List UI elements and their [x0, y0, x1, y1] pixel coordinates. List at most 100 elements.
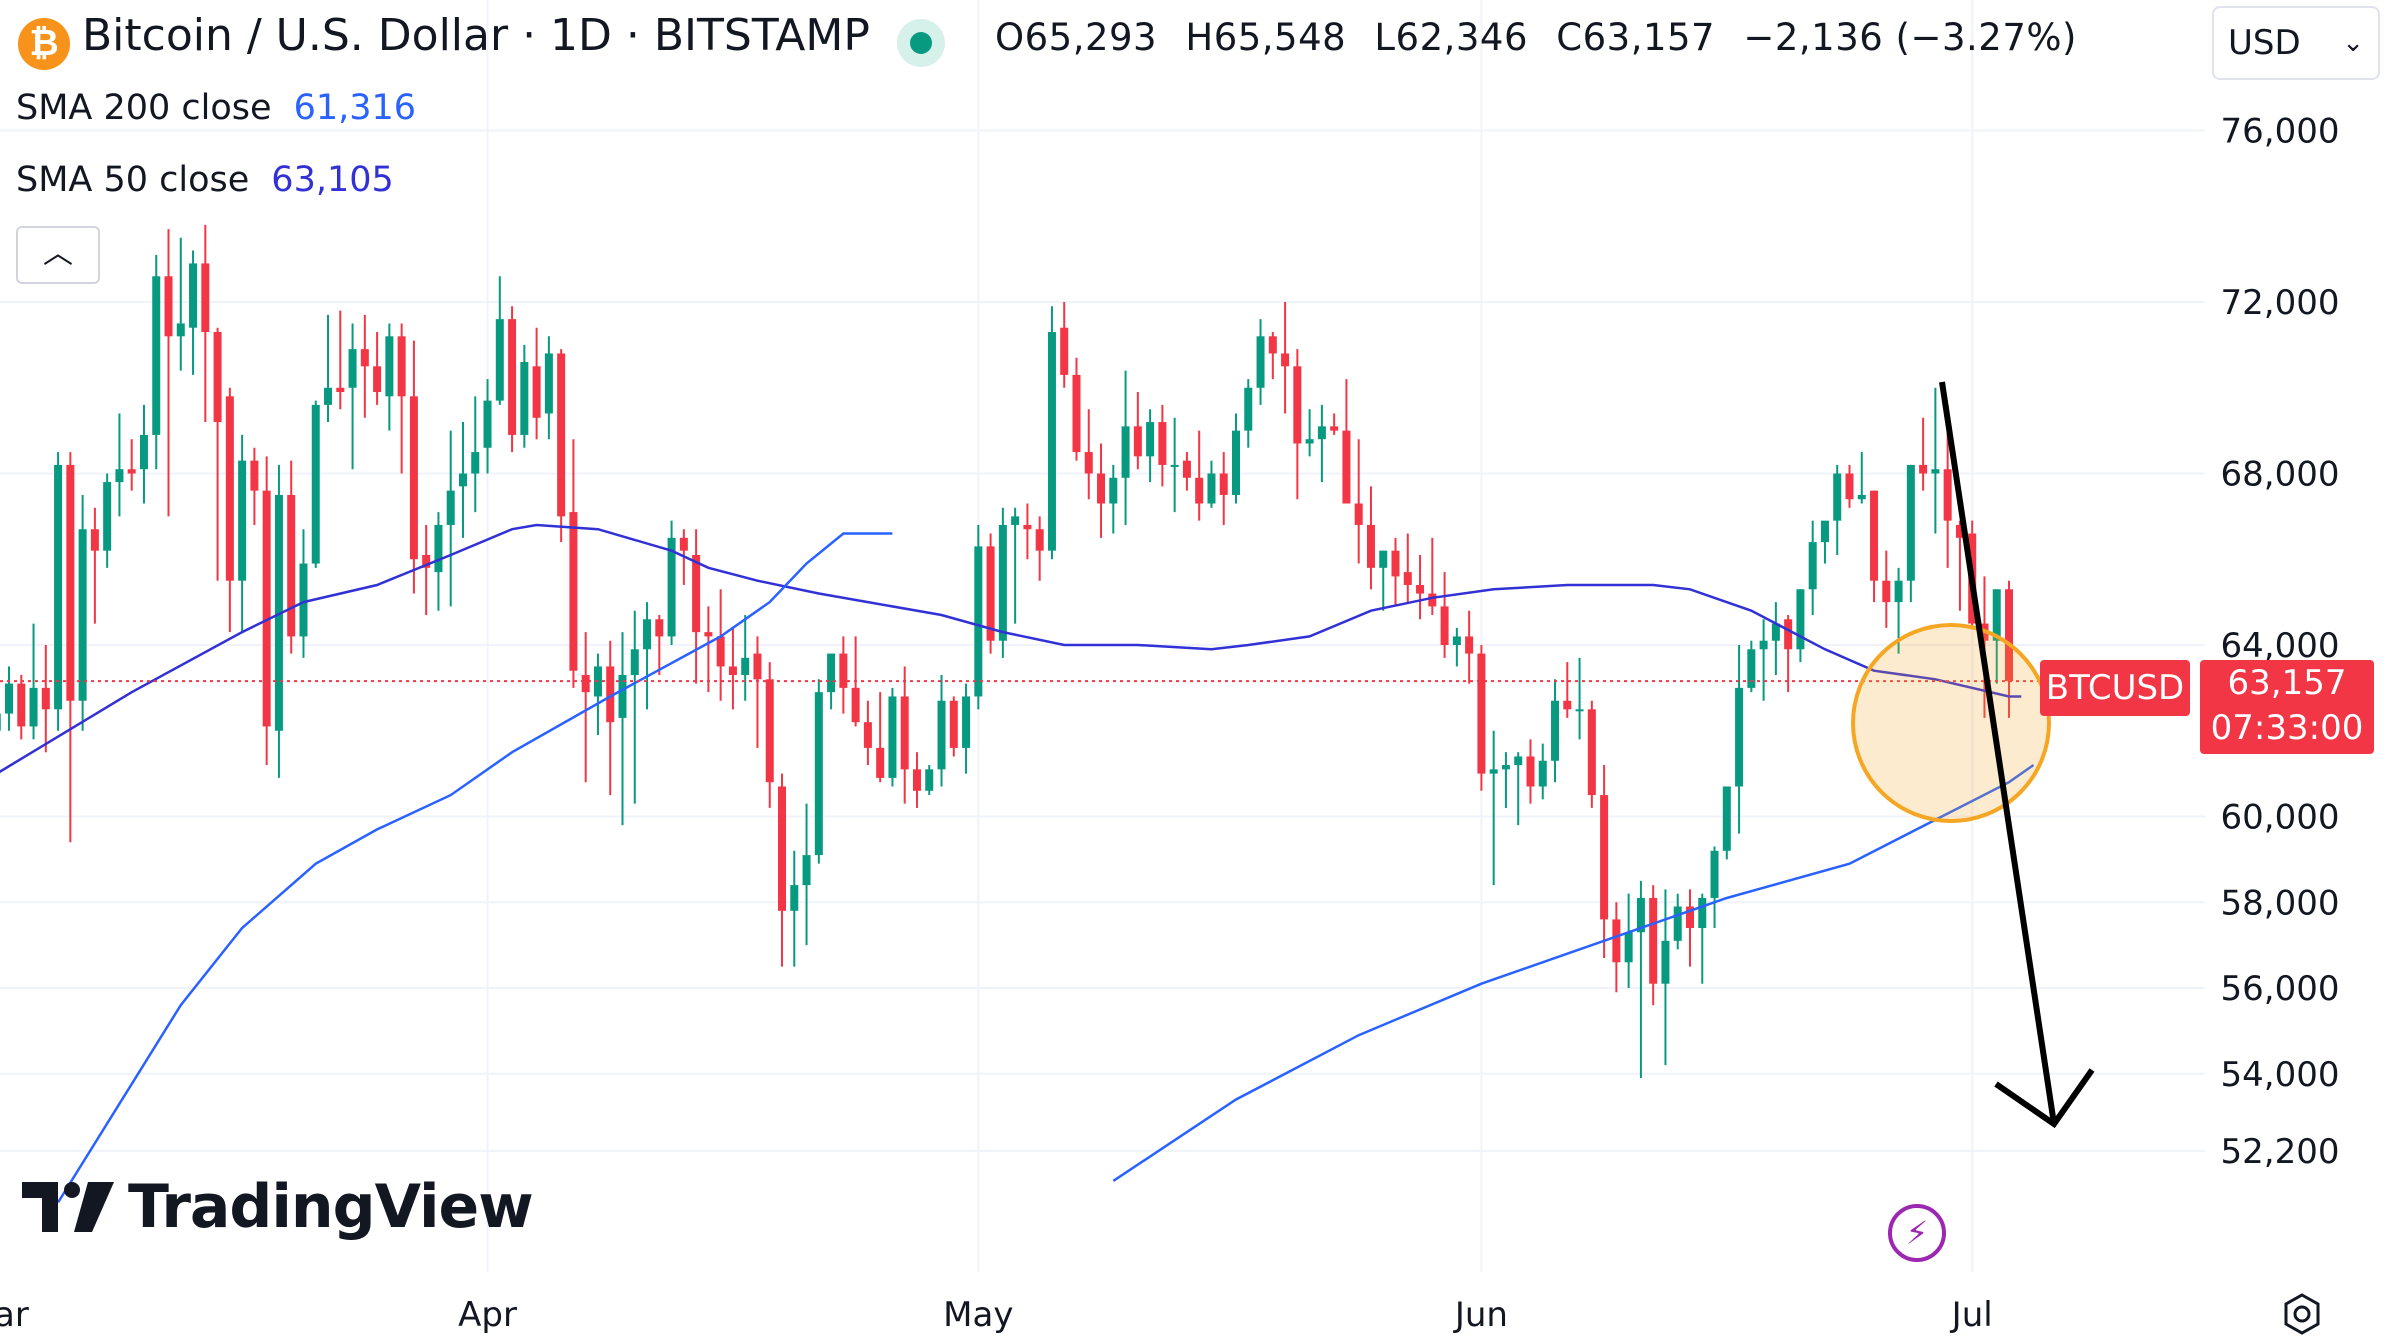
candle[interactable]: [262, 456, 271, 766]
candle[interactable]: [103, 473, 112, 568]
candle[interactable]: [508, 306, 517, 453]
candle[interactable]: [1403, 533, 1412, 603]
candle[interactable]: [238, 434, 247, 633]
candle[interactable]: [1698, 893, 1707, 984]
candle[interactable]: [434, 512, 443, 611]
candle[interactable]: [1759, 619, 1768, 701]
candle[interactable]: [471, 396, 480, 513]
candle[interactable]: [1882, 550, 1891, 628]
candle[interactable]: [1501, 752, 1510, 808]
candle[interactable]: [1047, 306, 1056, 560]
candle[interactable]: [1428, 537, 1437, 615]
candle[interactable]: [778, 773, 787, 967]
candle[interactable]: [5, 666, 13, 731]
candle[interactable]: [557, 349, 566, 543]
candle[interactable]: [225, 387, 234, 633]
candle[interactable]: [1354, 439, 1363, 564]
candle[interactable]: [765, 662, 774, 808]
candle[interactable]: [900, 666, 909, 804]
candle[interactable]: [1796, 589, 1805, 663]
candle[interactable]: [250, 447, 259, 525]
candle[interactable]: [1820, 520, 1829, 564]
candle[interactable]: [1293, 349, 1302, 500]
candle[interactable]: [741, 614, 750, 701]
candle[interactable]: [1649, 885, 1658, 1006]
candle[interactable]: [1268, 332, 1277, 380]
candle[interactable]: [1870, 490, 1879, 603]
candle[interactable]: [925, 765, 934, 796]
candle[interactable]: [1575, 657, 1584, 740]
settings-gear-icon[interactable]: [2280, 1292, 2324, 1336]
candle[interactable]: [1256, 319, 1265, 405]
candle[interactable]: [201, 224, 210, 423]
candle[interactable]: [593, 653, 602, 736]
candle[interactable]: [1440, 572, 1449, 658]
candle[interactable]: [974, 524, 983, 710]
candle[interactable]: [1526, 739, 1535, 804]
candle[interactable]: [1170, 417, 1179, 513]
candle[interactable]: [213, 327, 222, 581]
tradingview-logo[interactable]: TradingView: [22, 1172, 534, 1242]
candle[interactable]: [667, 520, 676, 645]
candle[interactable]: [1906, 464, 1915, 603]
candle[interactable]: [90, 507, 99, 624]
candle[interactable]: [532, 327, 541, 440]
candle[interactable]: [643, 602, 652, 710]
candle[interactable]: [1747, 640, 1756, 693]
candle[interactable]: [127, 439, 136, 491]
candle[interactable]: [1182, 452, 1191, 491]
candle[interactable]: [1612, 902, 1621, 993]
candle[interactable]: [986, 533, 995, 654]
candle[interactable]: [41, 645, 50, 753]
candle[interactable]: [373, 332, 382, 405]
candle[interactable]: [29, 623, 38, 740]
candle[interactable]: [1624, 893, 1633, 988]
candle[interactable]: [1133, 392, 1142, 470]
candle[interactable]: [1636, 880, 1645, 1079]
candle[interactable]: [348, 323, 357, 470]
candle[interactable]: [1710, 846, 1719, 928]
candle[interactable]: [446, 430, 455, 607]
candle[interactable]: [299, 529, 308, 658]
candle[interactable]: [1317, 404, 1326, 483]
candle[interactable]: [1035, 516, 1044, 581]
candle[interactable]: [1158, 404, 1167, 487]
candle[interactable]: [1452, 627, 1461, 667]
candle[interactable]: [998, 507, 1007, 658]
candle[interactable]: [274, 464, 283, 778]
candle[interactable]: [1551, 679, 1560, 783]
candle[interactable]: [1673, 893, 1682, 950]
candle[interactable]: [888, 687, 897, 787]
candle[interactable]: [66, 452, 75, 843]
candle[interactable]: [1366, 486, 1375, 590]
candle[interactable]: [876, 692, 885, 783]
candle[interactable]: [422, 524, 431, 615]
candle[interactable]: [912, 752, 921, 808]
candle[interactable]: [1722, 786, 1731, 860]
candle[interactable]: [1919, 417, 1928, 491]
candle[interactable]: [483, 379, 492, 474]
candle[interactable]: [839, 636, 848, 714]
candle[interactable]: [1845, 464, 1854, 508]
candle[interactable]: [1330, 413, 1339, 435]
candle[interactable]: [311, 400, 320, 568]
candle[interactable]: [692, 529, 701, 684]
candle[interactable]: [1391, 537, 1400, 607]
candle[interactable]: [962, 683, 971, 774]
candle[interactable]: [1931, 387, 1940, 534]
candle[interactable]: [1379, 550, 1388, 611]
candle[interactable]: [1477, 645, 1486, 791]
candle[interactable]: [1784, 614, 1793, 693]
candle[interactable]: [1833, 464, 1842, 555]
candle[interactable]: [544, 336, 553, 440]
candle[interactable]: [790, 850, 799, 967]
candle[interactable]: [152, 254, 161, 470]
candle[interactable]: [164, 229, 173, 517]
candle[interactable]: [1563, 662, 1572, 718]
candle[interactable]: [1685, 889, 1694, 967]
candle[interactable]: [1023, 503, 1032, 560]
candle[interactable]: [0, 705, 1, 752]
candle[interactable]: [1538, 743, 1547, 800]
sma200-legend[interactable]: SMA 200 close 61,316: [16, 88, 416, 128]
